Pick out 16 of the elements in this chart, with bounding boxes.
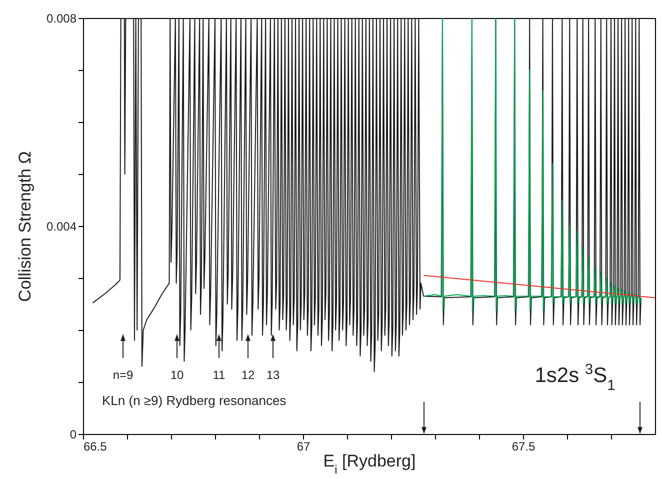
y-tick-label: 0.008 xyxy=(46,12,77,26)
x-tick-label: 66.5 xyxy=(84,440,108,454)
x-tick-label: 67 xyxy=(296,440,310,454)
line-series xyxy=(423,18,641,312)
y-tick-label: 0.004 xyxy=(46,220,77,234)
annotation: n=9 xyxy=(112,368,134,382)
annotation: KLn (n ≥9) Rydberg resonances xyxy=(102,393,287,408)
annotation: 1s2s $^{3}$S$_{1}$ xyxy=(534,362,616,394)
annotation: 13 xyxy=(266,368,280,382)
annotation: 10 xyxy=(170,368,184,382)
y-tick-label: 0 xyxy=(70,428,77,442)
x-tick-label: 67.5 xyxy=(512,440,536,454)
y-axis-title: Collision Strength Ω xyxy=(15,151,34,302)
annotation: 11 xyxy=(212,368,226,382)
annotation: 12 xyxy=(241,368,255,382)
x-axis-title: E$_{i}$ [Rydberg] xyxy=(323,452,416,476)
